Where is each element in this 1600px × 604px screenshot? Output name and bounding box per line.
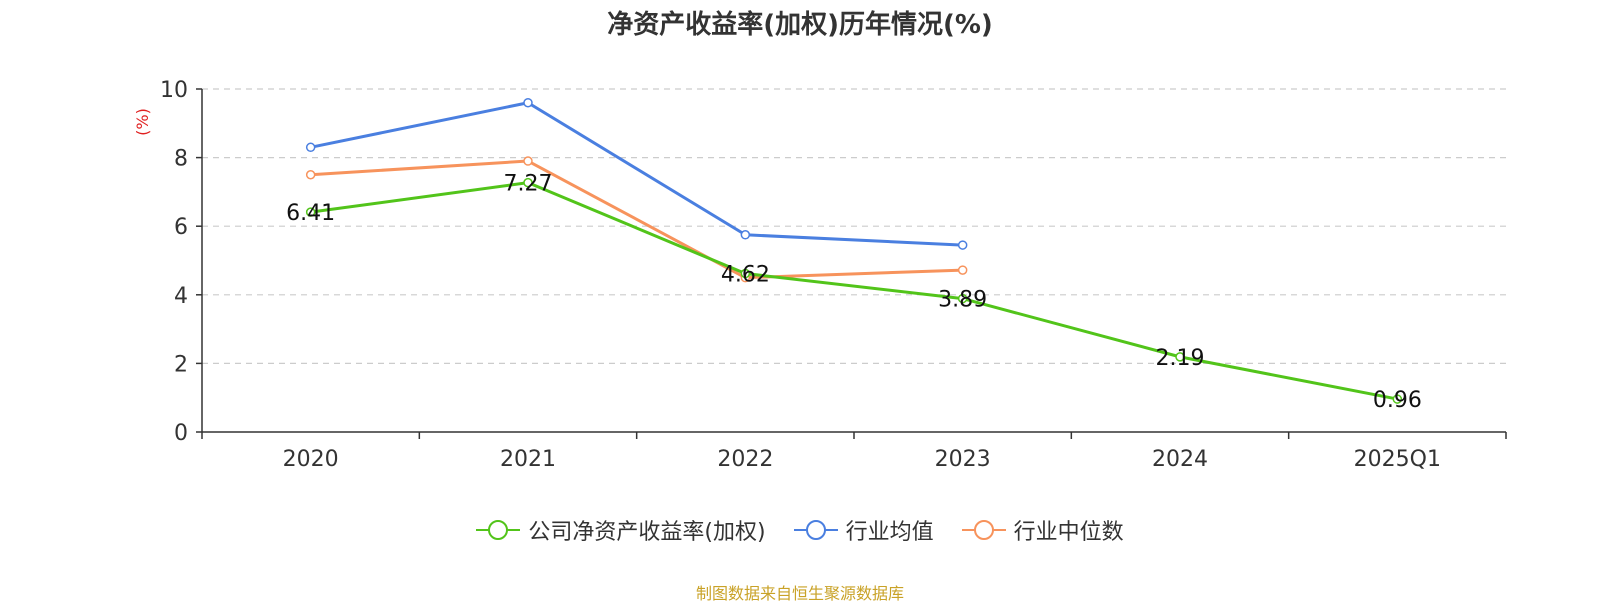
data-point <box>305 170 316 180</box>
series-line <box>310 181 1398 401</box>
data-point <box>1392 394 1403 404</box>
x-tick-label: 2020 <box>283 447 339 472</box>
data-point <box>957 293 968 304</box>
y-tick-label: 0 <box>174 421 188 446</box>
legend-label-company: 公司净资产收益率(加权) <box>528 520 766 545</box>
legend: 公司净资产收益率(加权) 行业均值 行业中位数 <box>0 514 1600 546</box>
series-lines <box>305 97 1403 404</box>
y-tick-label: 10 <box>160 78 188 103</box>
data-label: 4.62 <box>721 263 770 288</box>
x-tick-label: 2024 <box>1152 447 1208 472</box>
legend-item-industry-median[interactable]: 行业中位数 <box>961 514 1124 546</box>
data-point <box>305 207 316 217</box>
data-point <box>957 265 968 275</box>
legend-label-industry-median: 行业中位数 <box>1013 520 1124 545</box>
data-label: 7.27 <box>504 172 553 197</box>
legend-marker-icon <box>793 520 838 540</box>
data-labels: 6.41 7.27 4.62 3.89 2.19 0.96 <box>286 172 1422 413</box>
grid-lines <box>202 88 1506 364</box>
data-label: 6.41 <box>286 201 335 226</box>
data-label: 2.19 <box>1156 346 1205 371</box>
y-tick-label: 4 <box>174 284 188 309</box>
series-line <box>310 159 963 280</box>
data-point <box>305 142 316 153</box>
y-tick-label: 8 <box>174 147 188 172</box>
y-axis-label: (%) <box>133 108 152 136</box>
series-line <box>310 101 963 247</box>
legend-marker-icon <box>961 520 1006 540</box>
data-point <box>957 240 968 250</box>
legend-item-industry-mean[interactable]: 行业均值 <box>793 514 934 546</box>
data-point <box>740 230 751 240</box>
x-tick-label: 2023 <box>935 447 991 472</box>
data-label: 3.89 <box>938 288 987 313</box>
x-tick-label: 2022 <box>717 447 773 472</box>
data-point <box>523 97 533 108</box>
legend-marker-icon <box>476 520 521 540</box>
data-point <box>1175 352 1185 362</box>
data-label: 0.96 <box>1373 388 1422 413</box>
legend-item-company[interactable]: 公司净资产收益率(加权) <box>476 514 766 546</box>
x-tick-label: 2025Q1 <box>1354 447 1441 472</box>
data-point <box>740 268 751 279</box>
data-point <box>523 156 533 166</box>
legend-label-industry-mean: 行业均值 <box>845 520 934 545</box>
chart-title: 净资产收益率(加权)历年情况(%) <box>607 10 993 40</box>
y-tick-label: 6 <box>174 215 188 240</box>
source-note: 制图数据来自恒生聚源数据库 <box>695 584 904 603</box>
data-point <box>523 177 533 188</box>
axes: 0 2 4 6 8 10 2020 2021 2022 2023 2024 2025Q1 (%) <box>133 78 1507 472</box>
y-tick-label: 2 <box>174 352 188 377</box>
x-tick-label: 2021 <box>500 447 556 472</box>
